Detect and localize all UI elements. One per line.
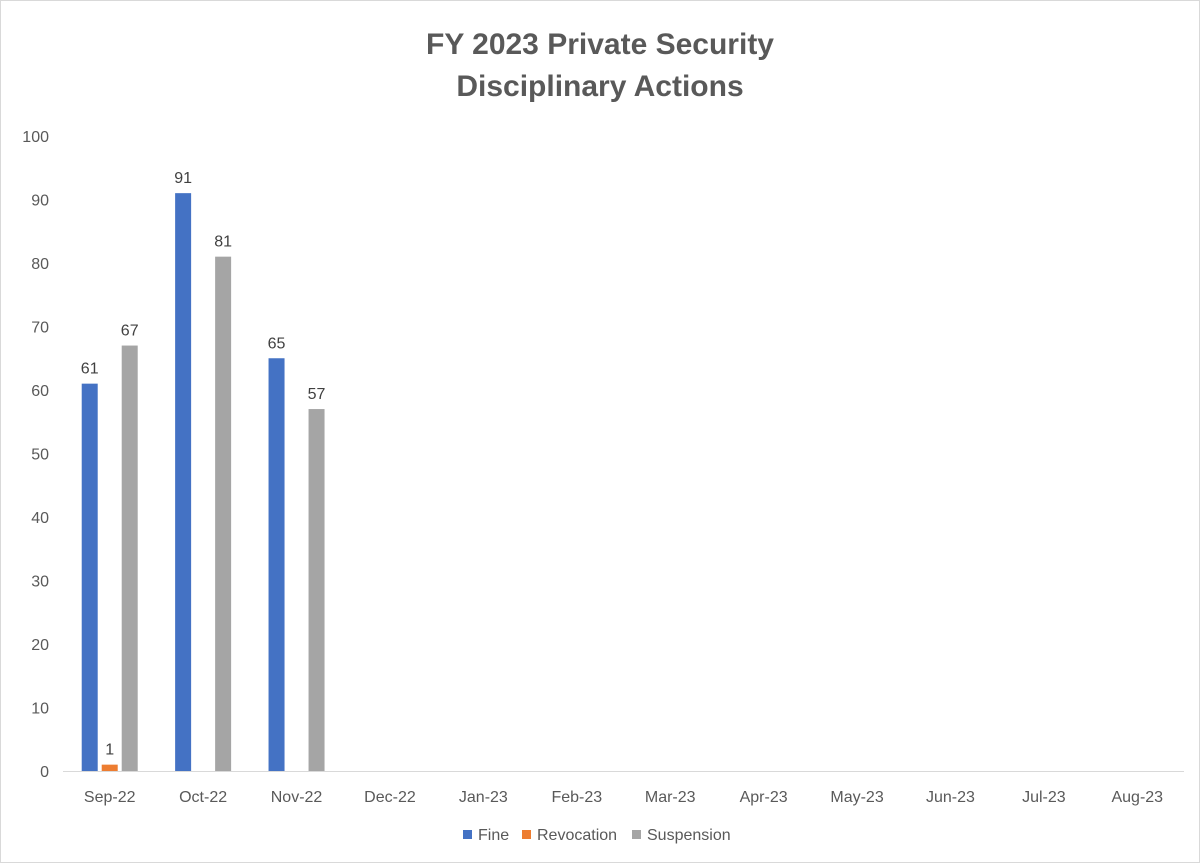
data-label: 57	[308, 386, 326, 403]
y-tick-label: 40	[31, 510, 49, 527]
data-label: 67	[121, 323, 139, 340]
legend-swatch	[463, 830, 472, 839]
bar-fine	[268, 358, 285, 771]
legend-label: Revocation	[537, 827, 617, 844]
data-label: 81	[214, 234, 232, 251]
x-tick-label: Apr-23	[740, 789, 788, 806]
x-tick-label: Aug-23	[1111, 789, 1163, 806]
x-tick-label: Jun-23	[926, 789, 975, 806]
legend-swatch	[522, 830, 531, 839]
x-tick-label: May-23	[830, 789, 883, 806]
y-tick-label: 0	[40, 764, 49, 781]
data-label: 65	[268, 335, 286, 352]
x-tick-label: Feb-23	[551, 789, 602, 806]
chart-title-line-1: FY 2023 Private Security	[426, 28, 774, 61]
data-label: 91	[174, 170, 192, 187]
legend-label: Fine	[478, 827, 509, 844]
y-tick-label: 30	[31, 574, 49, 591]
y-tick-label: 80	[31, 256, 49, 273]
bar-suspension	[308, 409, 325, 771]
data-label: 1	[105, 742, 114, 759]
legend-swatch	[632, 830, 641, 839]
x-tick-label: Mar-23	[645, 789, 696, 806]
y-tick-label: 70	[31, 320, 49, 337]
y-tick-label: 100	[22, 129, 49, 146]
data-label: 61	[81, 361, 99, 378]
x-tick-label: Nov-22	[271, 789, 323, 806]
y-tick-label: 60	[31, 383, 49, 400]
y-tick-label: 50	[31, 447, 49, 464]
x-tick-label: Oct-22	[179, 789, 227, 806]
y-tick-label: 20	[31, 637, 49, 654]
bar-fine	[175, 193, 192, 771]
x-tick-label: Sep-22	[84, 789, 136, 806]
y-tick-label: 90	[31, 193, 49, 210]
bar-revocation	[101, 764, 118, 771]
chart-title-line-2: Disciplinary Actions	[456, 70, 744, 103]
x-tick-label: Jul-23	[1022, 789, 1066, 806]
chart-title: FY 2023 Private Security Disciplinary Ac…	[0, 24, 1200, 108]
x-tick-label: Jan-23	[459, 789, 508, 806]
bar-suspension	[215, 256, 232, 771]
legend-label: Suspension	[647, 827, 731, 844]
x-tick-label: Dec-22	[364, 789, 416, 806]
bar-fine	[81, 383, 98, 771]
y-tick-label: 10	[31, 701, 49, 718]
bar-suspension	[121, 345, 138, 771]
